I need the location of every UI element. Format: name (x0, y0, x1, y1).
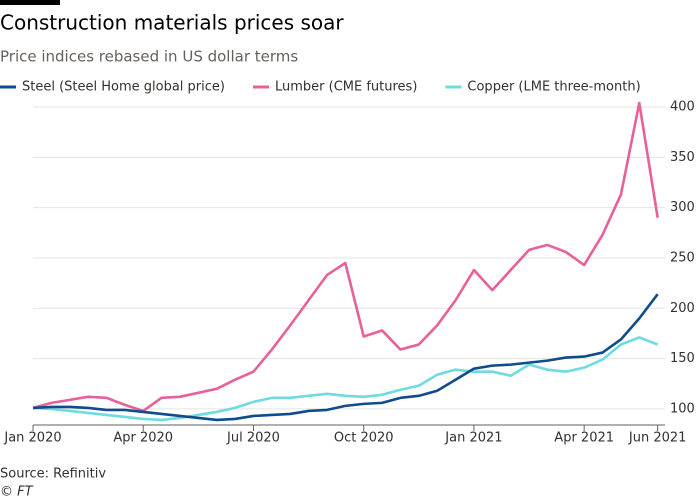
legend-label: Copper (LME three-month) (467, 80, 640, 95)
source: Source: Refinitiv (0, 467, 106, 482)
y-tick-label: 100 (670, 401, 695, 416)
y-tick-label: 250 (670, 250, 695, 265)
x-tick-label: Jan 2021 (444, 431, 502, 446)
chart-subtitle: Price indices rebased in US dollar terms (0, 48, 298, 66)
y-tick-label: 200 (670, 301, 695, 316)
series-line (32, 293, 659, 422)
legend-label: Lumber (CME futures) (275, 80, 417, 95)
y-tick-label: 150 (670, 351, 695, 366)
chart-title: Construction materials prices soar (0, 11, 344, 35)
x-tick-label: Jun 2021 (628, 431, 687, 446)
x-tick-label: Oct 2020 (334, 431, 394, 446)
series-line (32, 101, 659, 413)
y-tick-label: 300 (670, 200, 695, 215)
x-tick-label: Jul 2020 (226, 431, 280, 446)
credit: © FT (0, 485, 34, 500)
x-tick-label: Jan 2020 (3, 431, 61, 446)
series-line (32, 336, 659, 422)
y-tick-label: 400 (670, 100, 695, 115)
x-tick-label: Apr 2020 (113, 431, 173, 446)
y-tick-label: 350 (670, 150, 695, 165)
brand-bar (0, 0, 60, 5)
x-tick-label: Apr 2021 (554, 431, 614, 446)
legend-label: Steel (Steel Home global price) (22, 80, 225, 95)
